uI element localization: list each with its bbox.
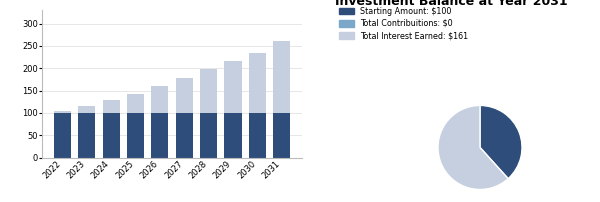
Bar <box>249 113 266 158</box>
Bar <box>54 113 71 158</box>
Bar <box>151 86 169 113</box>
Bar <box>54 111 71 113</box>
Bar <box>273 113 290 158</box>
Wedge shape <box>480 105 522 179</box>
Bar <box>176 113 193 158</box>
Bar <box>127 113 144 158</box>
Bar <box>249 53 266 113</box>
Bar <box>224 61 242 113</box>
Bar <box>151 113 169 158</box>
Bar <box>78 106 95 113</box>
Legend: Starting Amount: $100, Total Contribuitions: $0, Total Interest Earned: $161: Starting Amount: $100, Total Contribuiti… <box>340 7 469 40</box>
Text: Investment Balance at Year 2031: Investment Balance at Year 2031 <box>335 0 568 7</box>
Bar <box>127 94 144 113</box>
Bar <box>103 113 119 158</box>
Bar <box>78 113 95 158</box>
Bar <box>273 41 290 113</box>
Bar <box>200 113 217 158</box>
Bar <box>103 100 119 113</box>
Bar <box>176 78 193 113</box>
Bar <box>224 113 242 158</box>
Bar <box>200 69 217 113</box>
Wedge shape <box>438 105 508 189</box>
